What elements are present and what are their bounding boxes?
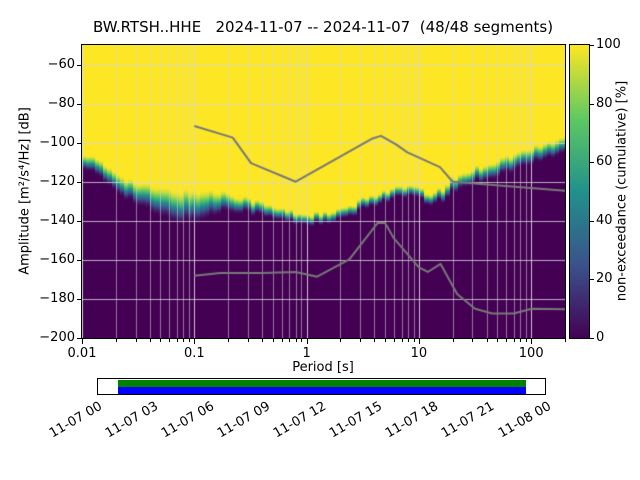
x-minor-tick-mark [506, 339, 507, 342]
x-minor-tick-mark [453, 339, 454, 342]
x-tick-label-100: 100 [518, 346, 544, 361]
y-axis-label: Amplitude [m²/s⁴/Hz] [dB] [17, 107, 33, 275]
x-minor-tick-mark [273, 339, 274, 342]
y-tick-label--120: −120 [39, 173, 75, 189]
coverage-segment-data-present [118, 380, 527, 387]
x-tick-mark [82, 339, 83, 344]
y-tick-label--60: −60 [47, 56, 75, 72]
y-tick-mark [77, 65, 82, 66]
colorbar-tick-mark [590, 104, 594, 105]
time-tick-label-11-07-06: 11-07 06 [158, 399, 217, 442]
y-tick-mark [77, 182, 82, 183]
y-tick-mark [77, 338, 82, 339]
x-minor-tick-mark [136, 339, 137, 342]
time-tick-label-11-08-00: 11-08 00 [495, 399, 554, 442]
x-minor-tick-mark [472, 339, 473, 342]
y-tick-mark [77, 104, 82, 105]
x-minor-tick-mark [289, 339, 290, 342]
x-minor-tick-mark [526, 339, 527, 342]
x-axis-label: Period [s] [292, 360, 354, 375]
x-minor-tick-mark [520, 339, 521, 342]
y-tick-label--200: −200 [39, 330, 75, 345]
x-minor-tick-mark [116, 339, 117, 342]
time-tick-label-11-07-18: 11-07 18 [383, 399, 442, 442]
time-tick-label-11-07-09: 11-07 09 [214, 399, 273, 442]
time-tick-label-11-07-03: 11-07 03 [102, 399, 161, 442]
x-minor-tick-mark [565, 339, 566, 342]
x-minor-tick-mark [248, 339, 249, 342]
x-tick-label-10: 10 [410, 346, 428, 361]
y-tick-mark [77, 260, 82, 261]
x-tick-label-0.01: 0.01 [67, 346, 97, 361]
y-tick-mark [77, 143, 82, 144]
x-minor-tick-mark [340, 339, 341, 342]
colorbar-tick-label-20: 20 [596, 271, 613, 287]
x-tick-mark [307, 339, 308, 344]
x-tick-mark [194, 339, 195, 344]
colorbar-tick-label-100: 100 [596, 37, 621, 52]
x-minor-tick-mark [169, 339, 170, 342]
x-minor-tick-mark [385, 339, 386, 342]
colorbar-tick-label-0: 0 [596, 330, 605, 345]
ppsd-heatmap-canvas [82, 45, 565, 338]
y-tick-label--180: −180 [39, 290, 75, 306]
colorbar-tick-label-80: 80 [596, 95, 613, 111]
x-minor-tick-mark [487, 339, 488, 342]
colorbar-tick-label-40: 40 [596, 212, 613, 228]
colorbar-tick-mark [590, 221, 594, 222]
x-minor-tick-mark [189, 339, 190, 342]
y-tick-mark [77, 221, 82, 222]
colorbar-tick-mark [590, 45, 594, 46]
y-tick-label--80: −80 [47, 95, 75, 111]
x-minor-tick-mark [408, 339, 409, 342]
colorbar-label: non-exceedance (cumulative) [%] [614, 80, 630, 302]
x-minor-tick-mark [183, 339, 184, 342]
x-minor-tick-mark [414, 339, 415, 342]
x-minor-tick-mark [177, 339, 178, 342]
x-tick-label-0.1: 0.1 [183, 346, 205, 361]
x-minor-tick-mark [360, 339, 361, 342]
time-tick-label-11-07-00: 11-07 00 [46, 399, 105, 442]
x-minor-tick-mark [282, 339, 283, 342]
colorbar-tick-mark [590, 279, 594, 280]
x-minor-tick-mark [296, 339, 297, 342]
time-tick-label-11-07-21: 11-07 21 [439, 399, 498, 442]
time-tick-label-11-07-12: 11-07 12 [270, 399, 329, 442]
y-tick-label--100: −100 [39, 134, 75, 150]
colorbar-tick-mark [590, 162, 594, 163]
x-minor-tick-mark [394, 339, 395, 342]
x-tick-label-1: 1 [302, 346, 311, 361]
x-minor-tick-mark [160, 339, 161, 342]
colorbar-tick-label-60: 60 [596, 154, 613, 170]
x-tick-mark [419, 339, 420, 344]
colorbar-canvas [570, 45, 589, 338]
y-tick-label--140: −140 [39, 212, 75, 228]
x-minor-tick-mark [402, 339, 403, 342]
coverage-segment-data-used [118, 387, 527, 394]
colorbar-tick-mark [590, 338, 594, 339]
time-coverage-bar [97, 378, 546, 395]
x-minor-tick-mark [228, 339, 229, 342]
x-minor-tick-mark [497, 339, 498, 342]
x-minor-tick-mark [262, 339, 263, 342]
x-minor-tick-mark [374, 339, 375, 342]
x-minor-tick-mark [150, 339, 151, 342]
y-tick-label--160: −160 [39, 251, 75, 267]
x-minor-tick-mark [514, 339, 515, 342]
time-tick-label-11-07-15: 11-07 15 [327, 399, 386, 442]
y-tick-mark [77, 299, 82, 300]
x-tick-mark [531, 339, 532, 344]
x-minor-tick-mark [301, 339, 302, 342]
chart-title: BW.RTSH..HHE 2024-11-07 -- 2024-11-07 (4… [92, 18, 554, 36]
